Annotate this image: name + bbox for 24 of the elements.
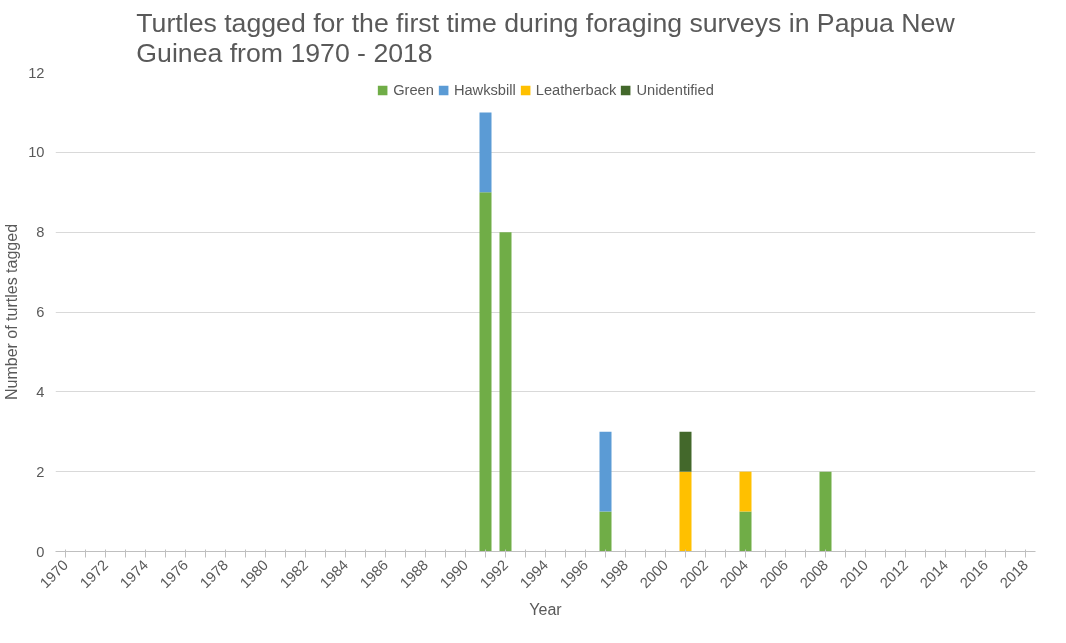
y-axis-title: Number of turtles tagged [3,223,21,401]
bar [479,192,492,552]
legend-label: Unidentified [636,82,714,98]
bar [739,511,752,552]
bar [679,471,692,552]
y-tick-label: 0 [36,543,45,560]
bar [819,471,832,552]
y-tick-label: 12 [28,64,45,81]
y-tick-label: 4 [36,383,45,400]
chart-title: Turtles tagged for the first time during foraging surveys in Papua New Guinea from 1970 - 2018 [136,7,956,68]
legend-label: Hawksbill [453,82,516,98]
legend-label: Leatherback [535,82,617,98]
y-tick-label: 8 [36,224,45,241]
y-tick-label: 10 [28,144,45,161]
bar [599,431,612,512]
legend-label: Green [393,82,434,98]
bar [679,431,692,472]
y-tick-label: 6 [36,304,45,320]
bar [739,471,752,512]
bar [479,112,492,193]
bar [599,511,612,552]
x-axis-title: Year [529,600,563,618]
bar [499,232,512,552]
y-tick-label: 2 [36,463,45,480]
